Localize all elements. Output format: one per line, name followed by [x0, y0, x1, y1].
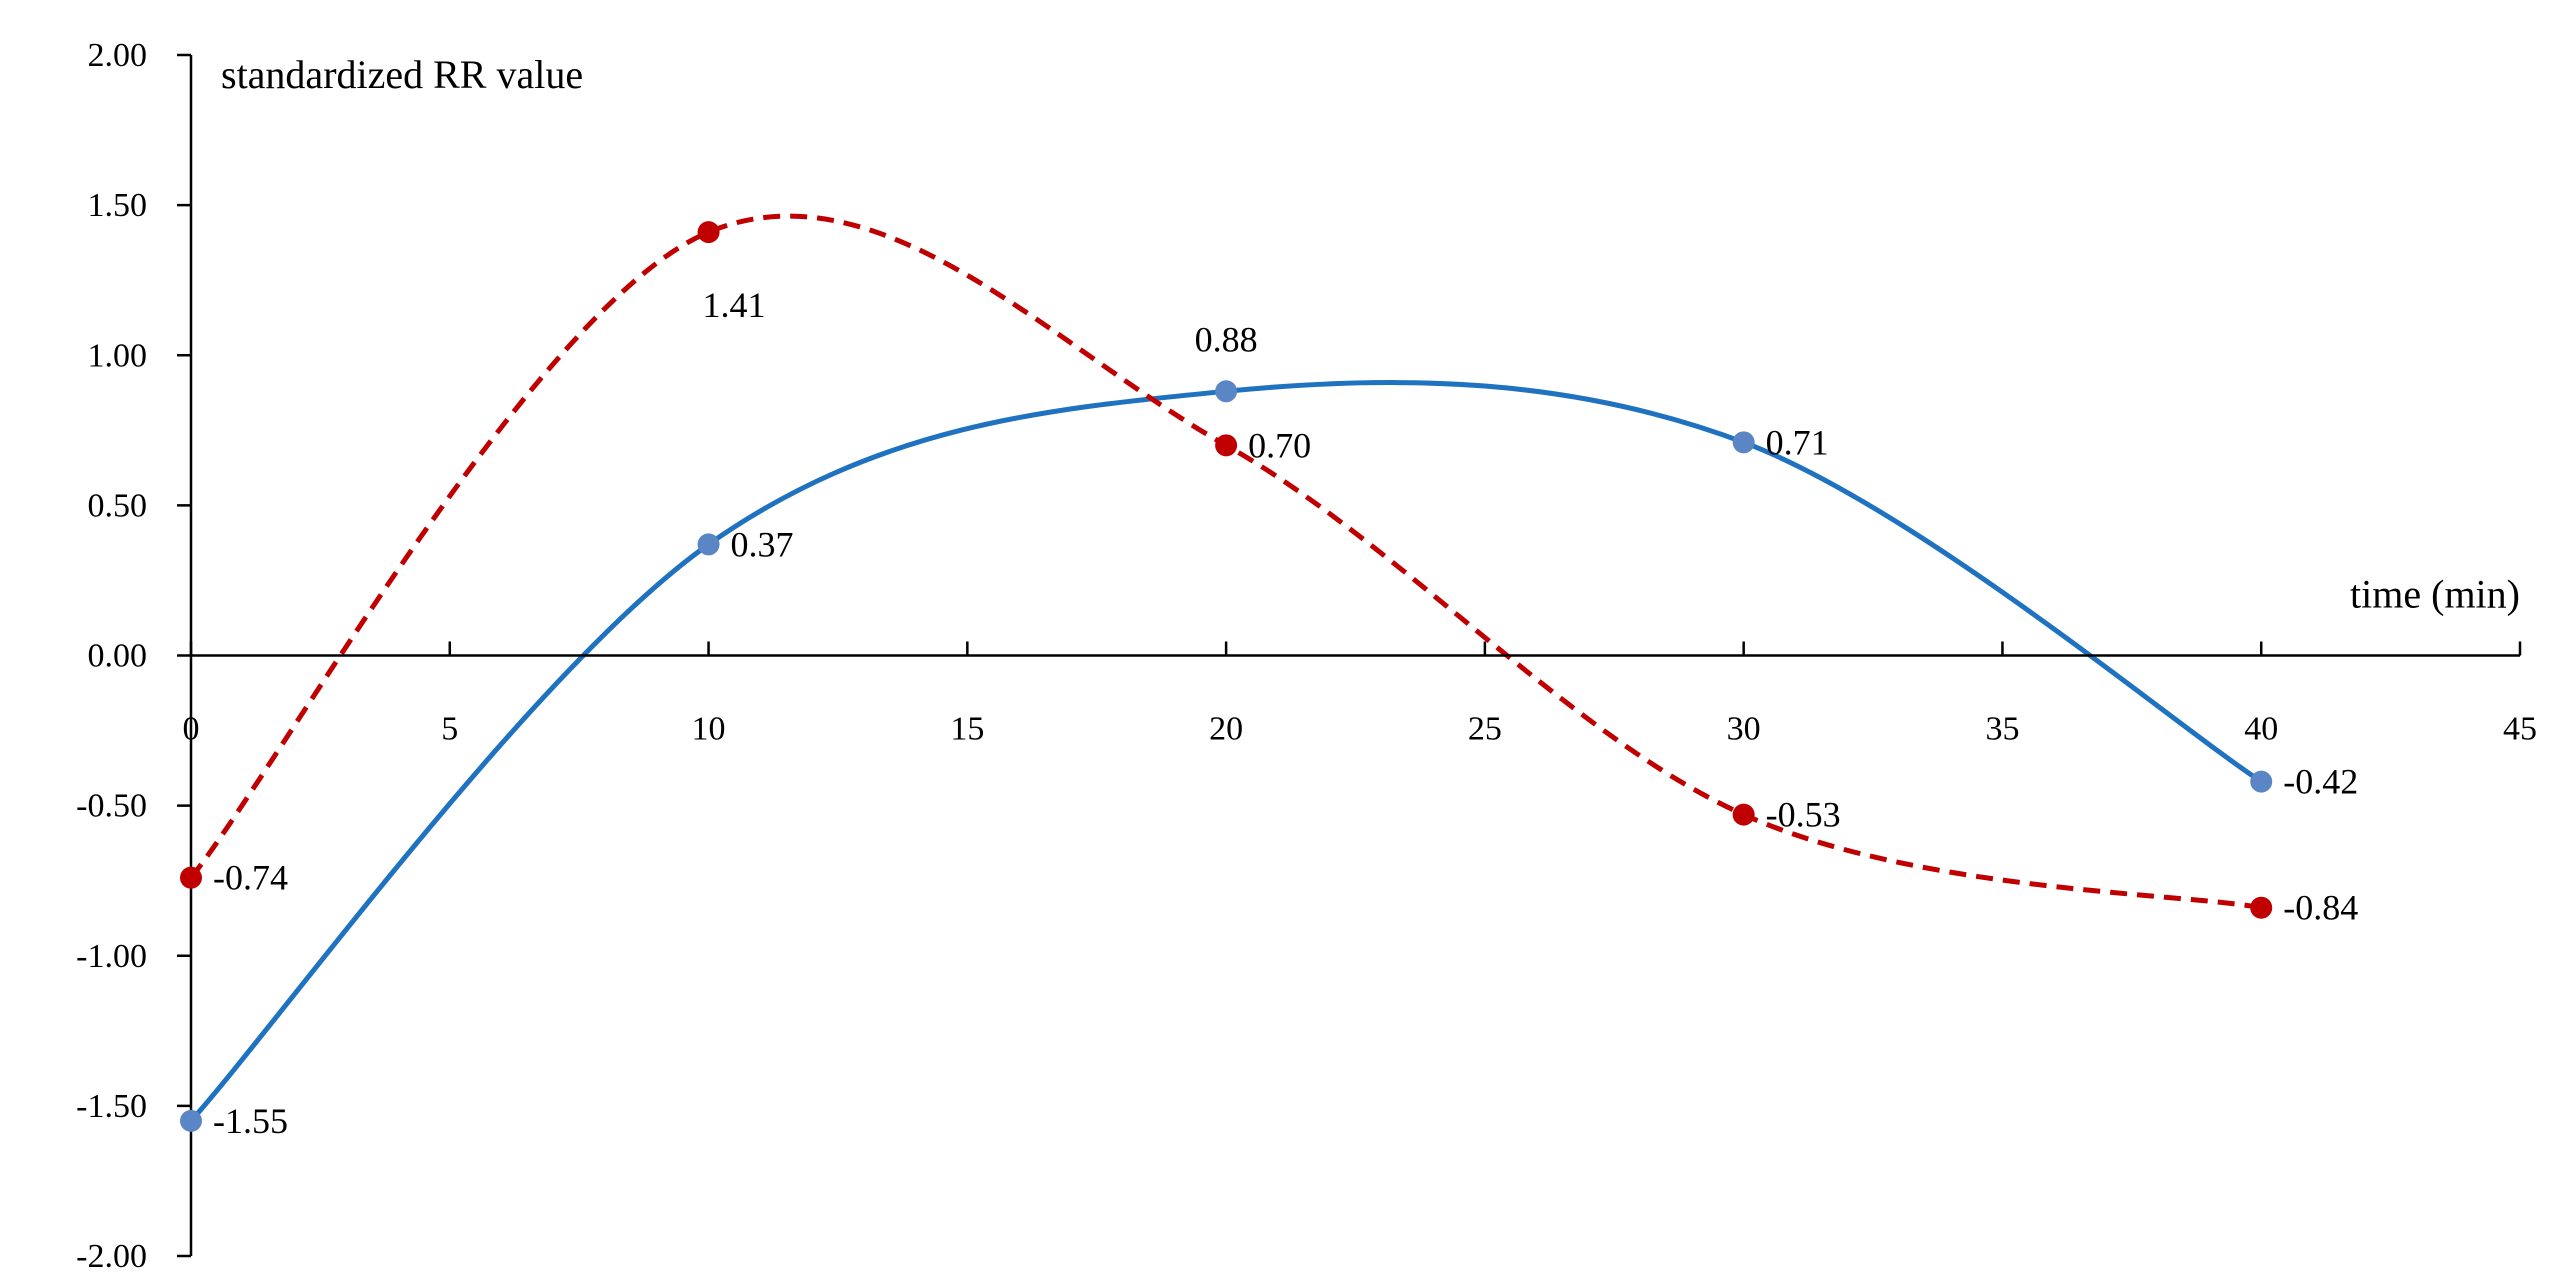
- y-tick-label: 1.00: [88, 337, 148, 374]
- series-red-line: [189, 213, 2262, 911]
- data-labels: -1.55 0.37 0.88 0.71 -0.42 -0.74 1.41 0.70 -0.53…: [213, 285, 2358, 1141]
- series-red-data-label: 1.41: [703, 285, 766, 325]
- x-tick-label: 20: [1209, 711, 1243, 748]
- y-ticks: 2.00 1.50 1.00 0.50 0.00 -0.50 -1.00 -1.50 -2.00: [76, 37, 191, 1275]
- series-blue-data-label: -1.55: [213, 1101, 288, 1141]
- series-blue-point: [1732, 431, 1755, 454]
- x-tick-label: 45: [2503, 711, 2537, 748]
- series-red-point: [1215, 434, 1238, 457]
- series-blue-point: [2250, 770, 2273, 793]
- series-blue-point: [1215, 380, 1238, 403]
- x-tick-label: 35: [1985, 711, 2019, 748]
- x-tick-label: 30: [1727, 711, 1761, 748]
- y-tick-label: 2.00: [88, 37, 148, 74]
- series-blue-data-label: 0.71: [1766, 422, 1829, 462]
- series-blue-data-label: -0.42: [2283, 762, 2358, 802]
- y-tick-label: 0.50: [88, 487, 148, 524]
- series-red-data-label: 0.70: [1248, 425, 1311, 465]
- x-tick-label: 40: [2244, 711, 2278, 748]
- y-axis-title: standardized RR value: [221, 52, 583, 97]
- series-blue-data-label: 0.37: [731, 524, 794, 564]
- series-blue-point: [697, 533, 720, 556]
- series-blue-line: [189, 379, 2263, 1123]
- series-red-point: [2250, 896, 2273, 919]
- series-red-data-label: -0.84: [2283, 888, 2358, 928]
- series-red-point: [697, 221, 720, 244]
- markers: [180, 221, 2273, 1132]
- series-red-point: [180, 866, 202, 889]
- y-tick-label: -1.00: [76, 938, 147, 975]
- x-tick-label: 5: [441, 711, 458, 748]
- x-tick-label: 10: [692, 711, 726, 748]
- y-tick-label: -0.50: [76, 788, 147, 825]
- series-red-data-label: -0.74: [213, 858, 288, 898]
- series-blue-point: [180, 1109, 202, 1132]
- axes: 2.00 1.50 1.00 0.50 0.00 -0.50 -1.00 -1.50 -2.00…: [76, 37, 2537, 1275]
- series-blue-data-label: 0.88: [1195, 319, 1258, 359]
- y-tick-label: -1.50: [76, 1088, 147, 1125]
- y-tick-label: 1.50: [88, 187, 148, 224]
- x-axis-title: time (min): [2350, 572, 2520, 617]
- x-tick-label: 25: [1468, 711, 1502, 748]
- series-red-point: [1732, 803, 1755, 826]
- x-tick-label: 0: [183, 711, 200, 748]
- series-red-data-label: -0.53: [1766, 795, 1841, 835]
- x-ticks: 0 5 10 15 20 25 30 35 40 45: [183, 641, 2537, 748]
- y-tick-label: 0.00: [88, 638, 148, 675]
- y-tick-label: -2.00: [76, 1238, 147, 1275]
- x-tick-label: 15: [950, 711, 984, 748]
